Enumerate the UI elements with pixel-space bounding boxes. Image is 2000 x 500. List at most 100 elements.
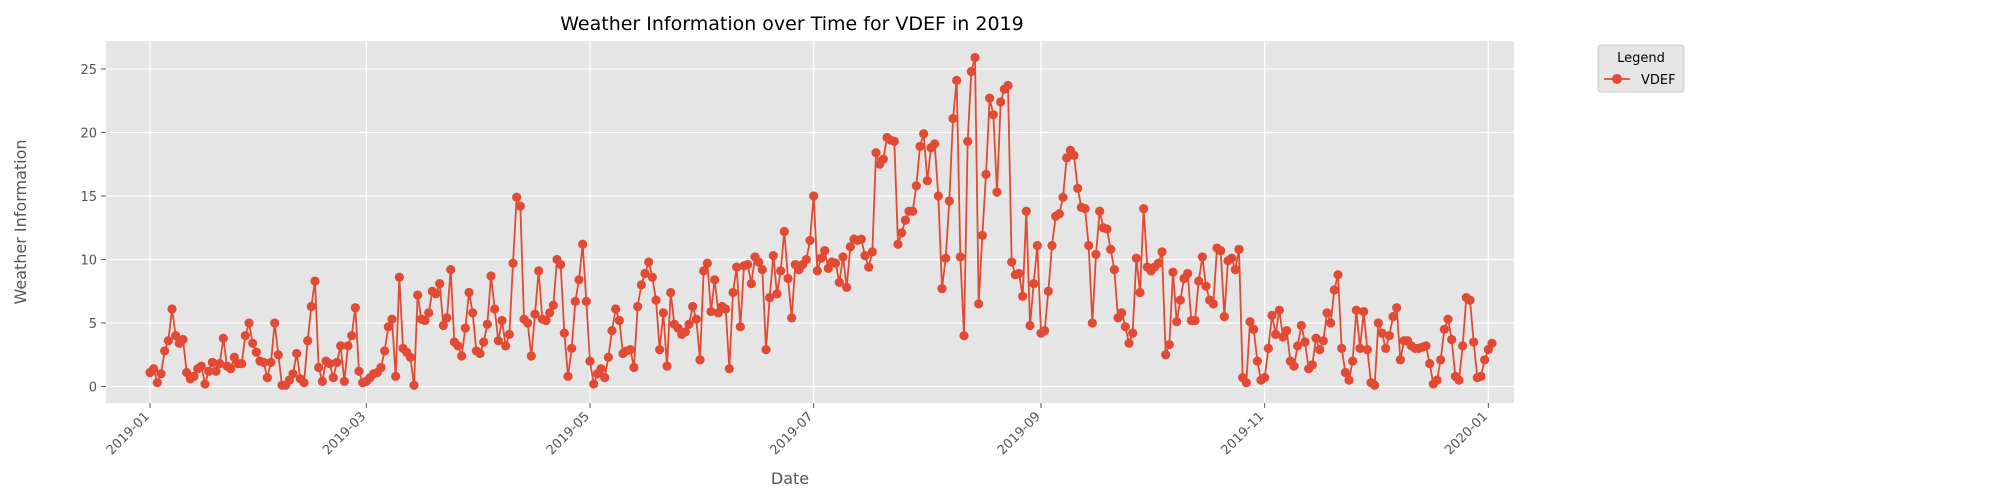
data-point	[666, 287, 676, 298]
data-point	[1388, 312, 1398, 322]
data-point	[801, 254, 811, 265]
x-tick-label: 2019-07	[767, 409, 816, 458]
data-point	[761, 345, 771, 355]
data-point	[611, 304, 621, 314]
data-point	[347, 331, 357, 341]
data-point	[189, 371, 199, 381]
data-point	[1322, 308, 1332, 318]
data-point	[435, 279, 445, 289]
data-point	[860, 251, 870, 261]
data-point	[988, 110, 998, 120]
data-point	[1102, 224, 1112, 234]
data-point	[662, 361, 672, 371]
data-point	[754, 257, 764, 267]
data-point	[596, 364, 606, 374]
data-point	[1267, 310, 1277, 320]
legend-entry-vdef: VDEF	[1641, 73, 1676, 88]
data-point	[1274, 305, 1284, 315]
data-point	[809, 191, 819, 201]
data-point	[1080, 204, 1090, 214]
data-point	[504, 329, 514, 340]
data-point	[706, 306, 716, 317]
x-tick-label: 2019-09	[995, 409, 1044, 458]
x-tick-label: 2019-03	[320, 409, 369, 458]
data-point	[570, 296, 580, 306]
data-point	[1227, 253, 1237, 263]
y-tick-label: 25	[80, 63, 97, 78]
data-point	[350, 303, 360, 313]
data-point	[779, 226, 789, 237]
data-point	[1032, 240, 1042, 251]
data-point	[1245, 317, 1255, 327]
data-point	[1377, 328, 1387, 338]
data-point	[200, 379, 210, 389]
data-point	[431, 289, 441, 299]
data-point	[240, 331, 250, 341]
chart-title: Weather Information over Time for VDEF i…	[560, 13, 1024, 35]
data-point	[915, 141, 925, 152]
data-point	[1318, 336, 1328, 346]
data-point	[625, 345, 635, 355]
data-point	[1003, 80, 1013, 91]
data-point	[1109, 265, 1119, 275]
data-point	[262, 373, 272, 383]
data-point	[1307, 360, 1317, 370]
data-point	[149, 364, 159, 374]
data-point	[1271, 329, 1281, 340]
data-point	[805, 235, 815, 246]
data-point	[992, 187, 1002, 197]
data-point	[812, 266, 822, 276]
data-point	[259, 357, 269, 367]
data-point	[152, 378, 162, 388]
data-point	[317, 376, 327, 387]
data-point	[1458, 341, 1468, 351]
data-point	[332, 357, 342, 367]
data-point	[1282, 326, 1292, 336]
data-point	[1359, 306, 1369, 317]
data-point	[336, 341, 346, 351]
data-point	[680, 327, 690, 337]
data-point	[453, 341, 463, 351]
data-point	[493, 336, 503, 346]
data-point	[655, 345, 665, 355]
data-point	[996, 97, 1006, 107]
data-point	[218, 333, 228, 343]
data-point	[864, 262, 874, 272]
data-point	[501, 341, 511, 351]
data-point	[1487, 338, 1497, 348]
data-point	[710, 275, 720, 285]
data-point	[1300, 337, 1310, 347]
data-point	[1219, 312, 1229, 322]
data-point	[732, 262, 742, 272]
data-point	[1194, 276, 1204, 286]
data-point	[1007, 257, 1017, 267]
data-point	[757, 265, 767, 275]
data-point	[787, 313, 797, 323]
data-point	[1326, 318, 1336, 328]
data-point	[1447, 334, 1457, 345]
data-point	[545, 308, 555, 318]
data-point	[1340, 367, 1350, 378]
data-point	[911, 181, 921, 191]
data-point	[299, 378, 309, 388]
data-point	[204, 366, 214, 376]
data-point	[1131, 253, 1141, 263]
data-point	[1362, 345, 1372, 355]
data-point	[1054, 209, 1064, 219]
data-point	[640, 268, 650, 279]
data-point	[607, 326, 617, 336]
data-point	[163, 336, 173, 346]
data-point	[1454, 375, 1464, 385]
data-point	[1168, 267, 1178, 277]
data-point	[226, 364, 236, 374]
data-point	[897, 228, 907, 238]
data-point	[970, 52, 980, 63]
data-point	[1311, 333, 1321, 343]
data-point	[409, 380, 419, 390]
data-point	[1381, 343, 1391, 353]
data-point	[534, 266, 544, 276]
data-point	[207, 357, 217, 367]
data-point	[266, 357, 276, 367]
data-point	[1018, 291, 1028, 301]
